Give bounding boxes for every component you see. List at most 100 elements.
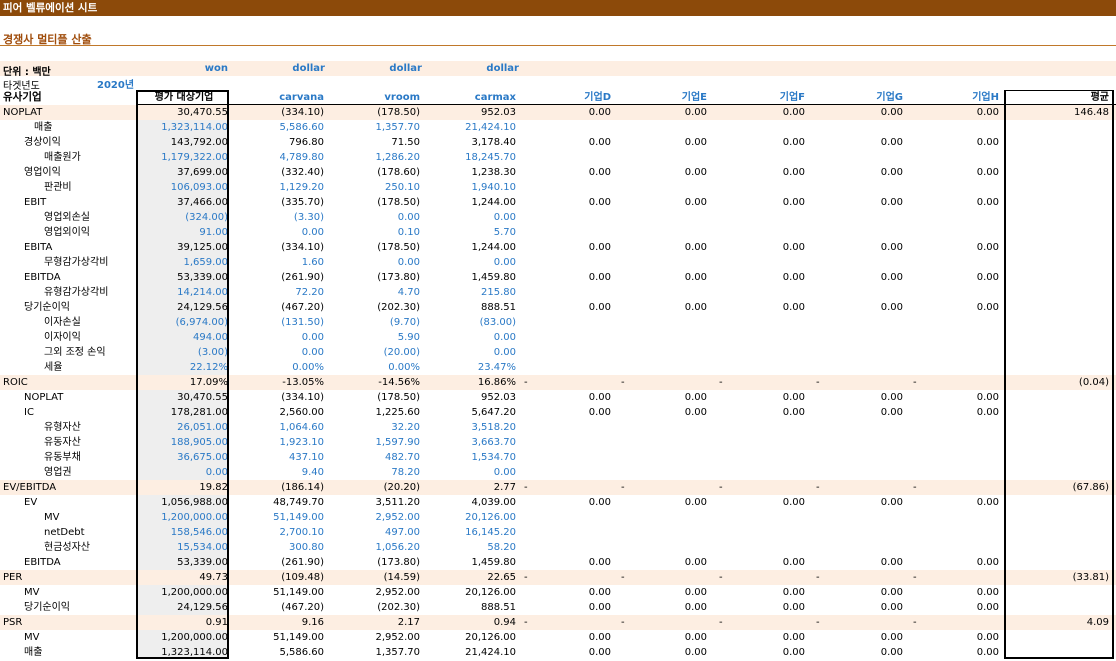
row-cell[interactable]: 0.00 — [782, 587, 805, 598]
row-cell[interactable]: 0.00 — [684, 497, 707, 508]
header-company-h[interactable]: 기업H — [972, 92, 999, 103]
row-cell[interactable]: 0.00 — [782, 392, 805, 403]
row-cell[interactable]: 0.00 — [782, 647, 805, 658]
row-cell[interactable]: 30,470.55 — [177, 392, 228, 403]
row-cell[interactable]: 0.00 — [976, 392, 999, 403]
row-cell[interactable]: 0.00 — [782, 137, 805, 148]
row-cell[interactable]: (332.40) — [281, 167, 324, 178]
row-cell[interactable]: 0.00 — [588, 557, 611, 568]
row-cell[interactable]: 1,459.80 — [471, 272, 516, 283]
row-cell[interactable]: 0.00 — [588, 647, 611, 658]
row-label[interactable]: 매출 — [34, 122, 53, 133]
row-cell[interactable]: 20,126.00 — [465, 587, 516, 598]
row-label[interactable]: netDebt — [44, 527, 85, 538]
row-cell[interactable]: 952.03 — [481, 392, 516, 403]
row-cell[interactable]: 0.00 — [880, 272, 903, 283]
row-cell[interactable]: 0.00 — [684, 197, 707, 208]
row-cell[interactable]: (178.50) — [377, 242, 420, 253]
row-label[interactable]: MV — [24, 587, 40, 598]
row-cell[interactable]: 2,952.00 — [375, 632, 420, 643]
row-cell[interactable]: 0.00 — [976, 107, 999, 118]
row-cell[interactable]: 1,357.70 — [375, 122, 420, 133]
row-cell[interactable]: 19.82 — [199, 482, 228, 493]
row-label[interactable]: 이자손실 — [44, 317, 81, 328]
row-cell[interactable]: 952.03 — [481, 107, 516, 118]
row-cell[interactable]: 22.65 — [487, 572, 516, 583]
row-cell[interactable]: 143,792.00 — [170, 137, 228, 148]
row-cell[interactable]: 0.00 — [880, 167, 903, 178]
row-cell[interactable]: 51,149.00 — [273, 512, 324, 523]
row-cell[interactable]: 0.00 — [588, 587, 611, 598]
row-cell[interactable]: 0.00 — [782, 302, 805, 313]
row-label[interactable]: PER — [3, 572, 23, 583]
header-vroom[interactable]: vroom — [384, 92, 420, 103]
row-cell[interactable]: 36,675.00 — [177, 452, 228, 463]
row-cell[interactable]: 0.00 — [588, 497, 611, 508]
row-cell[interactable]: 0.00 — [880, 557, 903, 568]
row-cell[interactable]: 0.00 — [588, 197, 611, 208]
row-cell[interactable]: 32.20 — [391, 422, 420, 433]
row-cell[interactable]: -14.56% — [378, 377, 420, 388]
row-cell[interactable]: 0.00 — [880, 632, 903, 643]
row-cell[interactable]: 1,597.90 — [375, 437, 420, 448]
row-cell[interactable]: 0.00 — [684, 632, 707, 643]
row-cell[interactable]: 3,518.20 — [471, 422, 516, 433]
row-label[interactable]: 영업권 — [44, 467, 72, 478]
row-cell[interactable]: 1,064.60 — [279, 422, 324, 433]
row-cell[interactable]: 20,126.00 — [465, 632, 516, 643]
row-cell[interactable]: 2.17 — [397, 617, 420, 628]
row-cell[interactable]: 78.20 — [391, 467, 420, 478]
row-cell[interactable]: 0.00 — [397, 257, 420, 268]
row-cell[interactable]: 0.00 — [782, 632, 805, 643]
row-cell[interactable]: 0.00 — [588, 107, 611, 118]
row-cell[interactable]: 2,560.00 — [279, 407, 324, 418]
row-cell[interactable]: 58.20 — [487, 542, 516, 553]
row-cell[interactable]: 0.00 — [588, 137, 611, 148]
row-cell[interactable]: 0.00 — [684, 602, 707, 613]
row-cell[interactable]: 300.80 — [289, 542, 324, 553]
row-cell[interactable]: 30,470.55 — [177, 107, 228, 118]
row-cell[interactable]: 0.00 — [588, 302, 611, 313]
row-cell[interactable]: 18,245.70 — [465, 152, 516, 163]
row-cell[interactable]: (324.00) — [185, 212, 228, 223]
row-cell[interactable]: (334.10) — [281, 392, 324, 403]
row-cell[interactable]: 0.00 — [782, 107, 805, 118]
row-cell[interactable]: 91.00 — [199, 227, 228, 238]
row-cell[interactable]: 0.00 — [588, 632, 611, 643]
row-cell[interactable]: (109.48) — [281, 572, 324, 583]
row-cell[interactable]: 0.00 — [976, 302, 999, 313]
row-cell[interactable]: 1,200,000.00 — [161, 632, 228, 643]
header-company-e[interactable]: 기업E — [681, 92, 707, 103]
row-cell[interactable]: 0.00 — [976, 632, 999, 643]
row-cell[interactable]: 1,129.20 — [279, 182, 324, 193]
row-label[interactable]: 무형감가상각비 — [44, 257, 109, 268]
row-cell[interactable]: 1,534.70 — [471, 452, 516, 463]
row-cell[interactable]: 1,225.60 — [375, 407, 420, 418]
row-label[interactable]: EV — [24, 497, 38, 508]
row-label[interactable]: EBITA — [24, 242, 53, 253]
row-cell[interactable]: 0.00 — [493, 257, 516, 268]
row-cell[interactable]: 0.00 — [684, 272, 707, 283]
row-cell[interactable]: 0.00 — [880, 602, 903, 613]
row-label[interactable]: 유형감가상각비 — [44, 287, 109, 298]
row-label[interactable]: 세율 — [44, 362, 63, 373]
row-cell[interactable]: 1,238.30 — [471, 167, 516, 178]
row-cell[interactable]: 106,093.00 — [170, 182, 228, 193]
row-cell[interactable]: 0.00 — [205, 467, 228, 478]
row-cell[interactable]: (67.86) — [1072, 482, 1109, 493]
row-cell[interactable]: 0.00 — [301, 332, 324, 343]
row-cell[interactable]: 158,546.00 — [170, 527, 228, 538]
row-cell[interactable]: (173.80) — [377, 272, 420, 283]
row-cell[interactable]: 3,663.70 — [471, 437, 516, 448]
row-cell[interactable]: 0.00 — [493, 332, 516, 343]
row-cell[interactable]: 5,586.60 — [279, 122, 324, 133]
header-company-f[interactable]: 기업F — [779, 92, 805, 103]
row-cell[interactable]: 1,923.10 — [279, 437, 324, 448]
row-cell[interactable]: 1,056,988.00 — [161, 497, 228, 508]
row-cell[interactable]: 482.70 — [385, 452, 420, 463]
row-cell[interactable]: 0.00 — [880, 647, 903, 658]
row-cell[interactable]: 497.00 — [385, 527, 420, 538]
row-cell[interactable]: 14,214.00 — [177, 287, 228, 298]
row-cell[interactable]: 0.00% — [388, 362, 420, 373]
row-cell[interactable]: 2,952.00 — [375, 587, 420, 598]
